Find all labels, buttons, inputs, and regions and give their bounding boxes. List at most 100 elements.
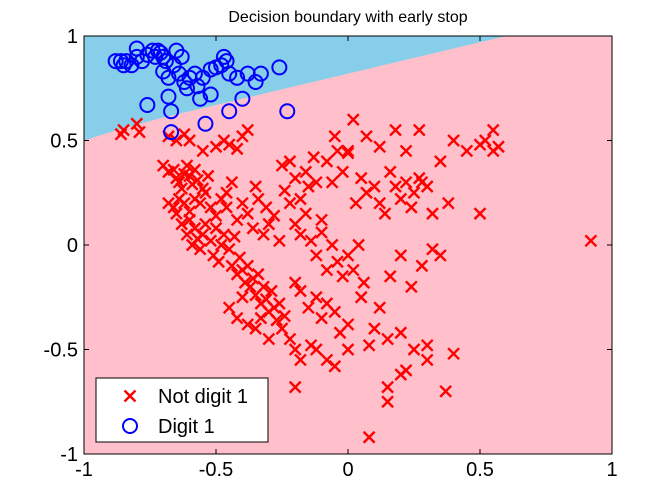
data-point-not-digit-1 [478,134,492,147]
data-point-not-digit-1 [204,201,218,214]
data-point-not-digit-1 [243,280,257,294]
legend-label: Not digit 1 [158,386,248,408]
data-point-not-digit-1 [399,144,413,158]
x-tick-label: -0.5 [199,459,233,481]
data-point-not-digit-1 [354,171,368,185]
data-point-digit-1 [107,53,124,70]
data-point-not-digit-1 [246,221,260,235]
data-point-not-digit-1 [405,280,418,294]
data-point-not-digit-1 [294,228,307,241]
data-point-not-digit-1 [346,113,360,126]
data-point-not-digit-1 [275,159,289,172]
data-point-not-digit-1 [209,209,223,223]
y-tick-label: -0.5 [44,340,78,362]
data-point-not-digit-1 [299,165,313,179]
data-point-not-digit-1 [399,364,413,377]
data-point-not-digit-1 [407,343,421,356]
data-point-not-digit-1 [360,129,373,143]
data-point-not-digit-1 [309,343,323,356]
data-point-not-digit-1 [117,123,130,137]
data-point-not-digit-1 [180,159,194,172]
x-tick-label: 0.5 [466,459,494,481]
data-point-not-digit-1 [357,276,371,289]
data-point-not-digit-1 [275,322,289,335]
data-point-not-digit-1 [130,117,144,131]
data-point-not-digit-1 [320,263,334,277]
data-point-digit-1 [160,88,177,105]
data-point-digit-1 [229,69,246,86]
data-point-not-digit-1 [228,230,241,243]
data-point-not-digit-1 [288,276,302,289]
data-point-not-digit-1 [225,175,239,189]
data-point-not-digit-1 [407,186,421,200]
data-point-not-digit-1 [439,384,453,398]
data-point-digit-1 [271,59,288,76]
data-point-not-digit-1 [294,353,307,367]
data-point-not-digit-1 [220,201,233,214]
data-point-not-digit-1 [381,380,394,394]
data-point-not-digit-1 [262,332,276,346]
data-point-not-digit-1 [183,134,196,147]
data-point-digit-1 [118,53,135,70]
data-point-not-digit-1 [212,255,225,269]
data-point-not-digit-1 [434,249,447,262]
data-point-not-digit-1 [381,395,394,409]
data-point-not-digit-1 [201,169,215,183]
data-point-not-digit-1 [288,380,302,394]
data-point-digit-1 [197,115,214,132]
data-point-not-digit-1 [254,311,268,325]
data-point-not-digit-1 [394,326,408,340]
data-point-not-digit-1 [236,196,249,210]
data-point-not-digit-1 [302,301,315,315]
data-point-not-digit-1 [441,196,455,210]
data-point-not-digit-1 [299,207,313,220]
data-point-not-digit-1 [394,249,408,262]
data-point-not-digit-1 [362,338,376,352]
y-tick-label: 1 [67,26,78,48]
x-tick-label: -1 [75,459,93,481]
data-point-not-digit-1 [193,242,207,256]
data-point-not-digit-1 [230,311,244,325]
data-point-digit-1 [178,80,195,97]
data-point-not-digit-1 [434,155,447,168]
data-point-not-digit-1 [230,142,244,156]
legend-items: Not digit 1 Digit 1 [122,386,248,438]
data-point-not-digit-1 [267,209,281,223]
data-point-digit-1 [163,124,180,141]
y-tick-label: 0 [67,235,78,257]
data-point-not-digit-1 [309,175,323,189]
data-point-digit-1 [173,48,190,65]
data-point-not-digit-1 [349,196,363,210]
data-point-not-digit-1 [584,234,598,248]
data-point-not-digit-1 [315,311,328,325]
data-point-not-digit-1 [304,234,318,248]
data-point-not-digit-1 [328,305,342,319]
data-point-not-digit-1 [273,234,286,248]
data-point-not-digit-1 [320,155,334,168]
region-digit-1 [84,36,507,141]
data-point-digit-1 [123,57,140,74]
data-point-not-digit-1 [354,290,368,304]
data-point-digit-1 [157,53,174,70]
data-point-digit-1 [213,57,230,74]
data-point-not-digit-1 [294,192,307,206]
scatter-points [107,40,598,444]
data-point-digit-1 [139,96,156,113]
data-point-not-digit-1 [325,175,339,189]
data-point-not-digit-1 [278,309,291,323]
data-point-not-digit-1 [420,353,434,367]
data-point-not-digit-1 [415,259,429,273]
data-point-digit-1 [221,65,238,82]
data-point-not-digit-1 [473,207,487,220]
data-point-not-digit-1 [177,196,191,210]
data-point-not-digit-1 [204,234,218,248]
data-point-digit-1 [163,103,180,120]
data-point-not-digit-1 [262,217,276,231]
data-point-not-digit-1 [230,213,244,227]
x-tick-label: 0 [342,459,353,481]
legend-marker-circle [122,418,138,434]
data-point-not-digit-1 [394,192,408,206]
data-point-not-digit-1 [222,301,236,315]
data-point-not-digit-1 [341,318,355,331]
data-point-not-digit-1 [373,140,387,154]
